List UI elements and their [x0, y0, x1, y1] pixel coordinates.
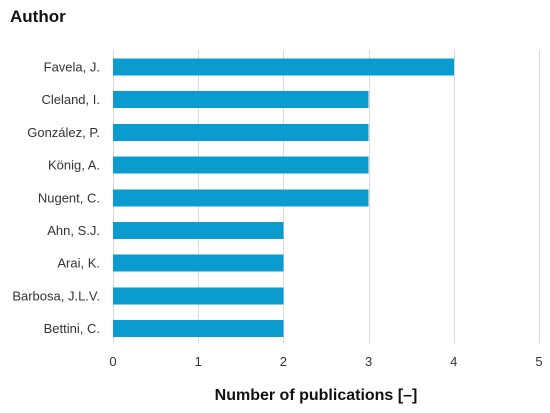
category-labels: Favela, J. Cleland, I. González, P. König, …	[12, 60, 100, 337]
category-label: Arai, K.	[57, 256, 100, 271]
x-tick-label: 2	[280, 354, 287, 369]
x-tick-label: 3	[365, 354, 372, 369]
bar	[113, 91, 369, 109]
category-label: Bettini, C.	[44, 321, 100, 336]
x-tick-label: 4	[450, 354, 457, 369]
bar	[113, 254, 284, 272]
bar	[113, 287, 284, 305]
x-tick-labels: 0 1 2 3 4 5	[109, 354, 542, 369]
x-tick-label: 0	[109, 354, 116, 369]
bar	[113, 222, 284, 239]
category-label: Ahn, S.J.	[47, 223, 100, 238]
bar	[113, 156, 369, 174]
y-axis-title: Author	[10, 7, 66, 26]
bar	[113, 189, 369, 207]
bar	[113, 123, 369, 141]
x-tick-label: 1	[195, 354, 202, 369]
category-label: Favela, J.	[44, 60, 100, 75]
category-label: Barbosa, J.L.V.	[12, 288, 100, 303]
category-label: König, A.	[48, 158, 100, 173]
x-axis-title: Number of publications [–]	[215, 387, 418, 404]
category-label: Nugent, C.	[38, 190, 100, 205]
x-tick-label: 5	[535, 354, 542, 369]
bar	[113, 320, 284, 338]
category-label: Cleland, I.	[41, 92, 100, 107]
category-label: González, P.	[27, 125, 100, 140]
bars	[113, 58, 454, 338]
bar	[113, 58, 454, 76]
